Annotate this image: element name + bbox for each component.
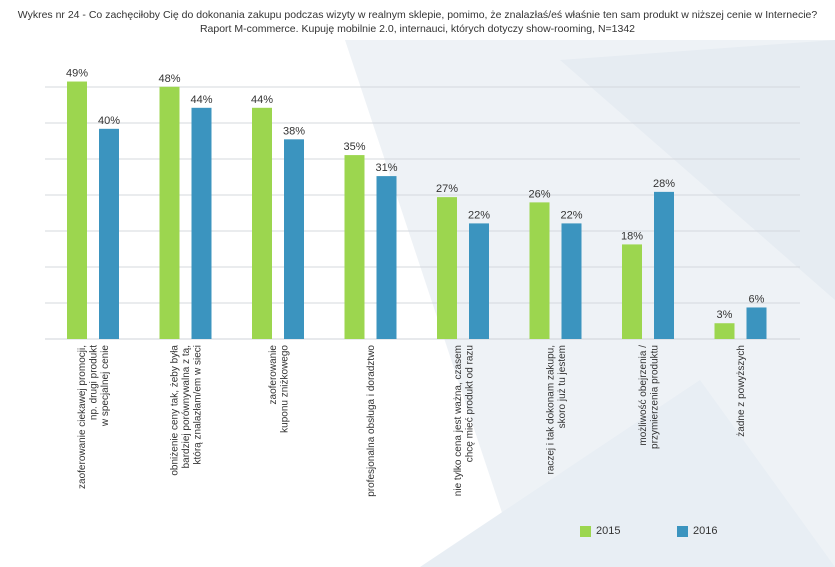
category-label-1: zaoferowanie ciekawej promocji, np. drugi… [77, 345, 111, 489]
bar-2015-2 [159, 86, 180, 339]
bar-2015-4 [344, 155, 365, 339]
data-label-2016-4: 31% [375, 162, 397, 174]
bar-2016-5 [469, 223, 489, 339]
data-label-2016-3: 38% [283, 125, 305, 137]
chart-title: Wykres nr 24 - Co zachęciłoby Cię do dok… [0, 8, 835, 36]
category-label-line: np. drugi produkt [89, 345, 100, 420]
bar-2016-8 [746, 307, 767, 339]
category-label-3: zaoferowanie kuponu zniżkowego [268, 345, 291, 433]
data-label-2016-2: 44% [190, 94, 212, 106]
category-label-line: skoro już tu jestem [557, 345, 568, 428]
data-label-2016-7: 28% [653, 178, 675, 190]
bar-2016-2 [191, 107, 212, 339]
data-label-2015-5: 27% [436, 183, 458, 195]
bar-2015-5 [437, 197, 457, 339]
bar-2016-7 [654, 191, 674, 339]
data-label-2016-8: 6% [749, 293, 765, 305]
category-label-line: w specjalnej cenie [100, 345, 111, 428]
category-label-line: możliwość obejrzenia / [638, 345, 649, 446]
legend-swatch-2015 [580, 526, 591, 537]
category-label-8: żadne z powyższych [736, 345, 747, 437]
category-label-line: zaoferowanie [268, 345, 279, 405]
data-label-2015-7: 18% [621, 230, 643, 242]
data-label-2015-1: 49% [66, 68, 88, 80]
category-label-line: przymierzenia produktu [649, 345, 660, 449]
bar-2015-3 [252, 107, 272, 339]
category-label-line: profesjonalna obsługa i doradztwo [366, 345, 377, 497]
category-label-line: raczej i tak dokonam zakupu, [545, 345, 556, 475]
category-label-line: żadne z powyższych [736, 345, 747, 437]
category-label-6: raczej i tak dokonam zakupu, skoro już tu… [545, 345, 568, 475]
bar-2016-3 [284, 139, 304, 339]
category-label-4: profesjonalna obsługa i doradztwo [366, 345, 377, 497]
category-label-line: chcę mieć produkt od razu [464, 345, 475, 462]
category-label-line: kuponu zniżkowego [279, 345, 290, 433]
category-label-line: obniżenie ceny tak, żeby była [170, 345, 181, 476]
bar-2015-1 [67, 81, 87, 339]
chart-title-line-1: Wykres nr 24 - Co zachęciłoby Cię do dok… [17, 9, 818, 21]
data-label-2015-2: 48% [158, 73, 180, 85]
category-label-2: obniżenie ceny tak, żeby była bardziej po… [170, 345, 204, 476]
bar-2016-4 [376, 176, 397, 339]
bar-2015-6 [529, 202, 550, 339]
data-label-2016-1: 40% [98, 115, 120, 127]
category-label-line: którą znalazłam/em w sieci [193, 345, 204, 464]
category-label-5: nie tylko cena jest ważna, czasem chcę mi… [453, 345, 476, 496]
legend-label-2016: 2016 [693, 525, 718, 537]
bar-2015-8 [714, 323, 735, 339]
bar-2015-7 [622, 244, 642, 339]
data-label-2015-3: 44% [251, 94, 273, 106]
data-label-2015-6: 26% [528, 188, 550, 200]
category-label-line: bardziej porównywalna z tą, [181, 345, 192, 468]
category-label-line: nie tylko cena jest ważna, czasem [453, 345, 464, 496]
data-label-2016-5: 22% [468, 209, 490, 221]
category-label-7: możliwość obejrzenia / przymierzenia prod… [638, 345, 661, 449]
chart-title-line-2: Raport M-commerce. Kupuję mobilnie 2.0, … [199, 23, 636, 35]
data-label-2016-6: 22% [560, 209, 582, 221]
legend-label-2015: 2015 [596, 525, 621, 537]
data-label-2015-4: 35% [343, 141, 365, 153]
bar-2016-1 [99, 128, 119, 339]
category-label-line: zaoferowanie ciekawej promocji, [77, 345, 88, 489]
data-label-2015-8: 3% [717, 309, 733, 321]
legend-swatch-2016 [677, 526, 688, 537]
bar-2016-6 [561, 223, 582, 339]
